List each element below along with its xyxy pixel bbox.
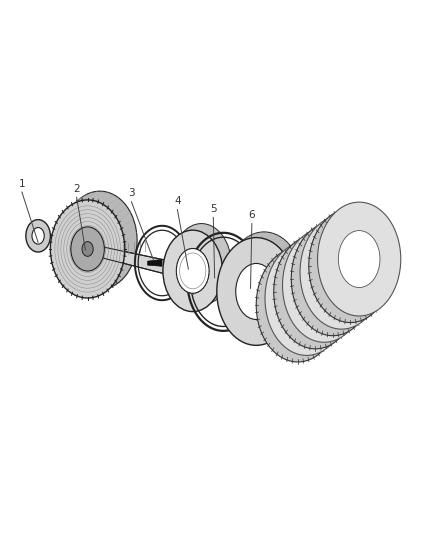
- Ellipse shape: [286, 270, 328, 327]
- Ellipse shape: [338, 231, 380, 287]
- Ellipse shape: [318, 202, 401, 316]
- Ellipse shape: [303, 257, 345, 314]
- Ellipse shape: [291, 222, 374, 336]
- Ellipse shape: [309, 209, 392, 322]
- Ellipse shape: [180, 253, 206, 289]
- Polygon shape: [90, 244, 169, 275]
- Ellipse shape: [85, 221, 115, 260]
- Ellipse shape: [244, 258, 285, 314]
- Ellipse shape: [330, 237, 371, 294]
- Ellipse shape: [312, 251, 354, 307]
- Ellipse shape: [163, 230, 223, 312]
- Ellipse shape: [185, 242, 218, 287]
- Ellipse shape: [71, 227, 104, 271]
- Text: 1: 1: [18, 179, 25, 189]
- Ellipse shape: [63, 191, 137, 289]
- Ellipse shape: [82, 241, 93, 256]
- Ellipse shape: [177, 248, 209, 293]
- Ellipse shape: [300, 215, 383, 329]
- Ellipse shape: [225, 232, 304, 340]
- Ellipse shape: [283, 229, 366, 342]
- Ellipse shape: [50, 200, 125, 298]
- Text: 3: 3: [128, 188, 135, 198]
- Ellipse shape: [274, 235, 357, 349]
- Text: 7: 7: [345, 227, 352, 237]
- Ellipse shape: [277, 277, 319, 334]
- Ellipse shape: [321, 244, 362, 301]
- Text: 6: 6: [248, 210, 255, 220]
- Ellipse shape: [26, 220, 50, 252]
- Ellipse shape: [217, 238, 296, 345]
- Ellipse shape: [265, 241, 348, 356]
- Text: 2: 2: [73, 184, 80, 194]
- Ellipse shape: [294, 263, 336, 320]
- Text: 4: 4: [174, 196, 181, 206]
- Text: 5: 5: [210, 204, 217, 214]
- Polygon shape: [148, 260, 162, 266]
- Ellipse shape: [32, 228, 44, 244]
- Ellipse shape: [236, 263, 277, 319]
- Ellipse shape: [172, 223, 231, 305]
- Ellipse shape: [256, 248, 339, 362]
